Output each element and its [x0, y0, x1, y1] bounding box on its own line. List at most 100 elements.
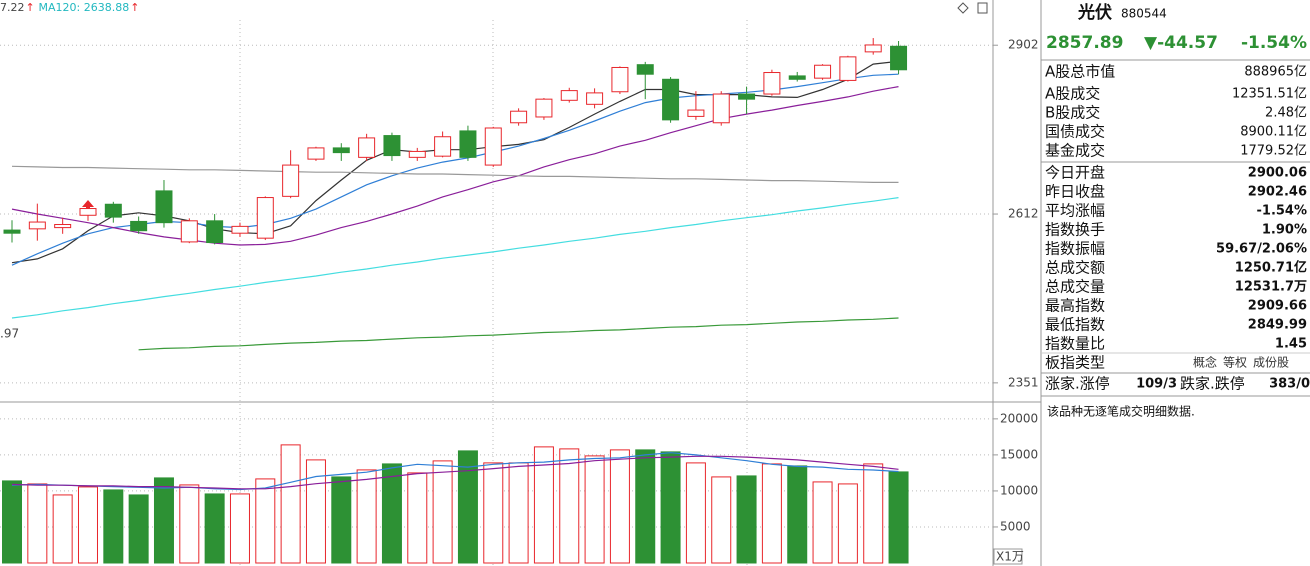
low-label: .97: [0, 327, 19, 341]
candle-body: [180, 220, 198, 243]
row-label: 跌家.跌停: [1180, 375, 1245, 393]
volume-bar: [888, 471, 909, 564]
candle-body: [788, 75, 806, 80]
candle-body: [282, 164, 300, 197]
candle-body: [79, 208, 97, 216]
row-label: 国债成交: [1045, 123, 1105, 141]
row-value: -1.54%: [1257, 204, 1308, 219]
candle-body: [332, 147, 350, 154]
ma-line: [11, 165, 899, 183]
row-label: 涨家.涨停: [1045, 375, 1110, 393]
volume-bar: [837, 483, 858, 564]
volume-bar: [280, 444, 301, 564]
row-label: 今日开盘: [1045, 164, 1105, 182]
row-value: 2849.99: [1248, 318, 1307, 333]
unit-label: X1万: [996, 550, 1024, 564]
row-label: A股总市值: [1045, 63, 1115, 81]
candle-body: [636, 64, 654, 75]
volume-bar: [407, 472, 428, 564]
volume-bar: [153, 477, 174, 564]
candle-body: [586, 92, 604, 105]
candle-body: [763, 72, 781, 95]
ma-line: [11, 197, 899, 319]
volume-bar: [787, 465, 808, 564]
tag: 概念: [1193, 355, 1217, 370]
v-grid: [239, 20, 748, 566]
volume-bar: [128, 494, 149, 564]
candle-body: [459, 130, 477, 158]
volume-bar: [381, 463, 402, 564]
candle-body: [864, 44, 882, 53]
row-value: 1779.52亿: [1240, 144, 1307, 159]
row-value: 1250.71亿: [1235, 260, 1307, 276]
candle-body: [687, 109, 705, 117]
volume-bar: [685, 462, 706, 564]
tag: 等权: [1223, 356, 1247, 370]
tag: 成份股: [1253, 356, 1289, 370]
row-value: 12531.7万: [1235, 280, 1307, 295]
row-value: 109/3: [1136, 377, 1177, 392]
candle-body: [28, 221, 46, 230]
box-icon[interactable]: [977, 2, 988, 14]
volume-bar: [432, 460, 453, 564]
volume-bar: [179, 484, 200, 564]
legend-entry: 7.22: [0, 1, 25, 14]
message: 该品种无逐笔成交明细数据.: [1047, 404, 1195, 419]
row-label: 基金成交: [1045, 142, 1105, 160]
volume-bar: [229, 493, 250, 564]
candle-body: [3, 229, 21, 234]
candle-body: [155, 190, 173, 224]
row-value: 2902.46: [1248, 185, 1307, 200]
volume-bar: [52, 494, 73, 564]
volume-bar: [533, 446, 554, 564]
row-label: 最高指数: [1045, 297, 1105, 315]
row-label: 昨日收盘: [1045, 183, 1105, 201]
row-value: 8900.11亿: [1240, 125, 1307, 140]
volume-bar: [331, 476, 352, 564]
volume-bar: [103, 489, 124, 564]
unit-box: [993, 548, 1023, 565]
row-label: 指数换手: [1045, 221, 1105, 239]
volume-bar: [305, 459, 326, 564]
row-label: 最低指数: [1045, 316, 1105, 334]
candle-body: [662, 78, 680, 121]
candle-body: [510, 110, 528, 124]
diamond-icon[interactable]: [957, 2, 969, 14]
ma-line: [138, 317, 899, 351]
volume-bar: [77, 486, 98, 564]
row-value: 1.45: [1275, 337, 1307, 352]
stock-name: 光伏: [1077, 2, 1112, 23]
row-value: 2.48亿: [1265, 106, 1307, 121]
candle-body: [408, 150, 426, 158]
legend-arrow: ↑: [130, 1, 139, 14]
y-tick-label: 2351: [1008, 375, 1039, 389]
volume-bar: [255, 478, 276, 564]
row-label: 指数量比: [1045, 335, 1105, 353]
candle-body: [535, 98, 553, 118]
volume-bar: [736, 475, 757, 564]
row-value: 2900.06: [1248, 166, 1307, 181]
volume-bar: [863, 463, 884, 564]
candle-body: [611, 66, 629, 93]
y-tick-label: 5000: [1000, 519, 1031, 533]
volume-bar: [635, 449, 656, 564]
candle-body: [206, 220, 224, 244]
candle-body: [738, 93, 756, 100]
row-label: 板指类型: [1045, 354, 1105, 372]
volume-bar: [2, 480, 22, 564]
price: 2857.89: [1046, 33, 1123, 53]
row-label: B股成交: [1045, 104, 1100, 122]
row-label: A股成交: [1045, 85, 1100, 103]
candle-body: [104, 203, 122, 218]
volume-bar: [204, 493, 225, 564]
volume-bar: [812, 481, 833, 564]
candle-body: [712, 93, 730, 124]
volume-bar: [508, 462, 529, 564]
row-value: 59.67/2.06%: [1216, 242, 1307, 257]
stock-code: 880544: [1121, 7, 1167, 21]
volume-bar: [761, 463, 782, 564]
volume-bar: [609, 449, 630, 564]
volume-bar: [660, 451, 681, 564]
row-value: 383/0: [1269, 377, 1310, 392]
